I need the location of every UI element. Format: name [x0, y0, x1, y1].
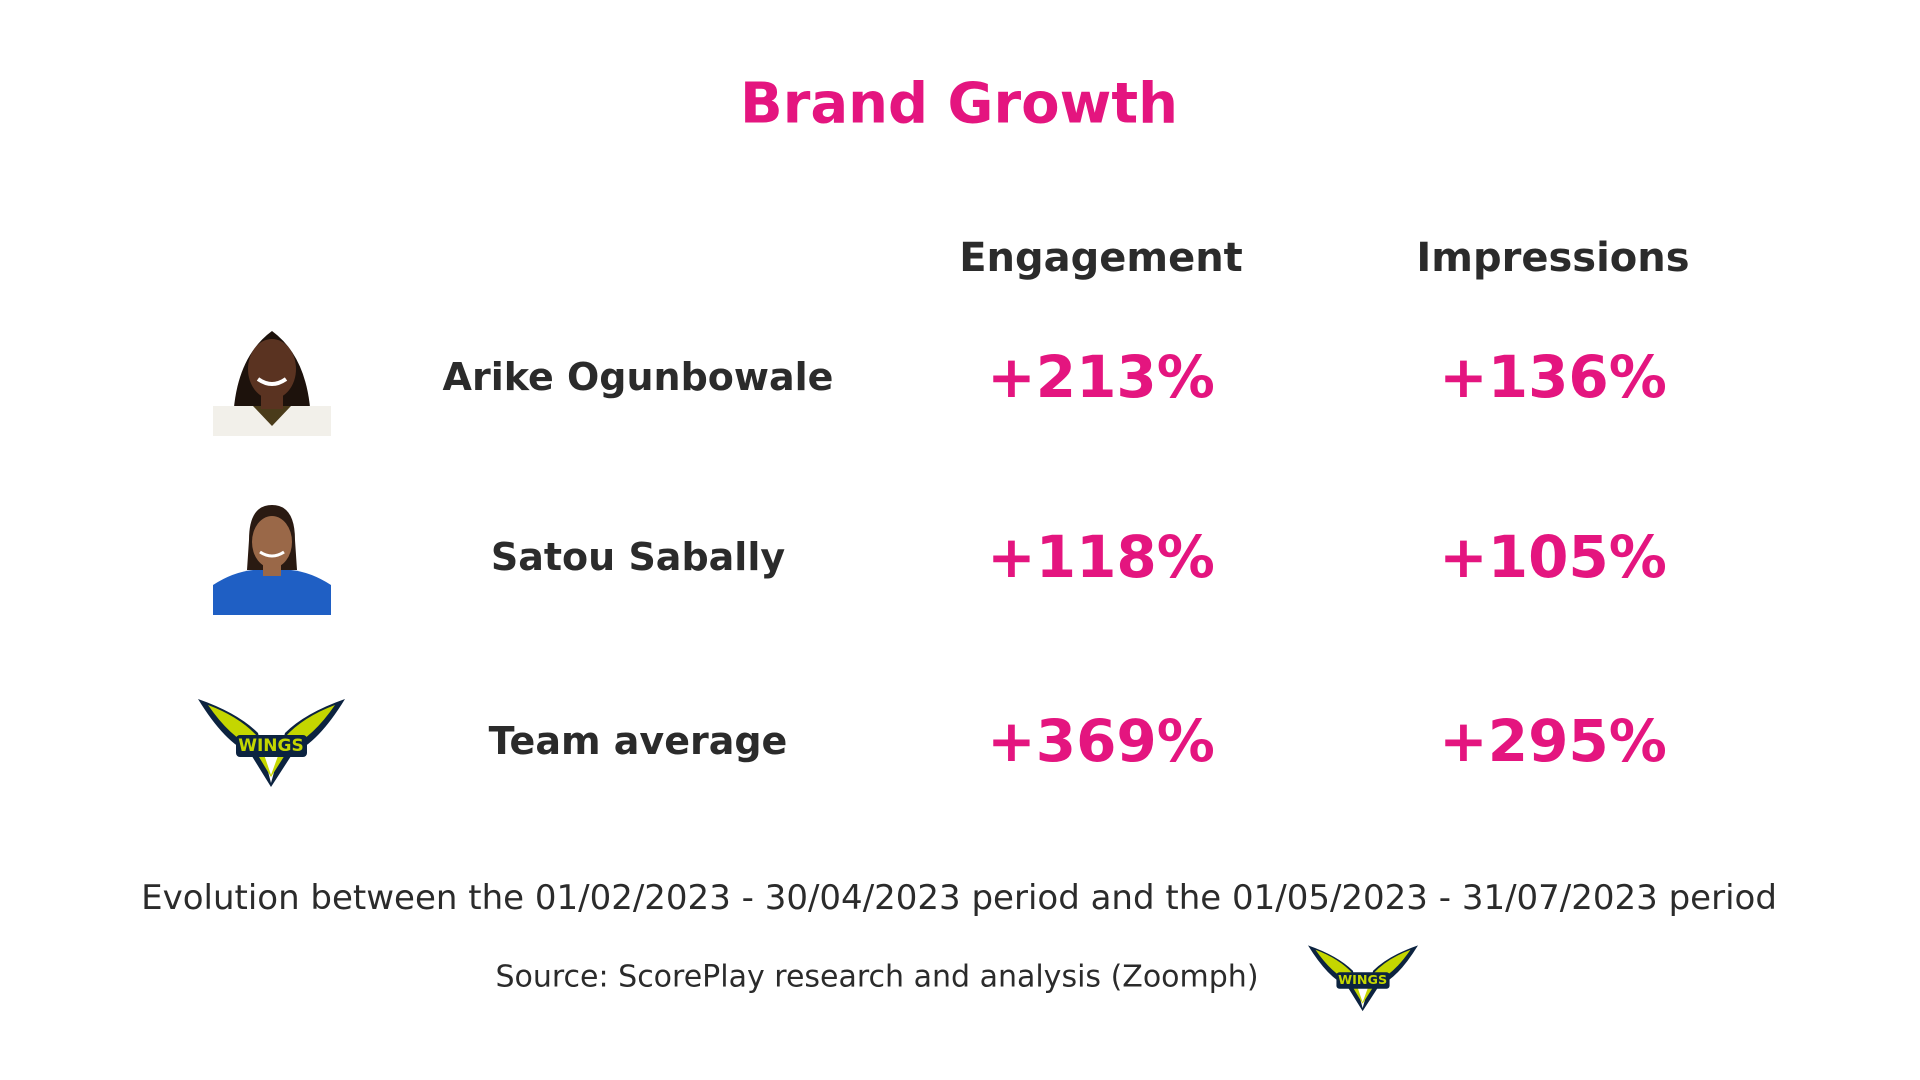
row-name: Team average [488, 719, 788, 763]
player-photo [213, 331, 331, 436]
svg-text:WINGS: WINGS [238, 736, 304, 756]
team-logo-small: WINGS [1308, 945, 1418, 1012]
impressions-value: +295% [1439, 707, 1667, 775]
impressions-value: +105% [1439, 523, 1667, 591]
svg-text:WINGS: WINGS [1338, 972, 1387, 987]
title: Brand Growth [740, 71, 1178, 137]
row-name: Satou Sabally [490, 535, 786, 579]
engagement-value: +369% [987, 707, 1215, 775]
row-name: Arike Ogunbowale [442, 355, 834, 399]
column-header: Engagement [959, 235, 1243, 281]
column-header: Impressions [1416, 235, 1690, 281]
player-photo [213, 505, 331, 615]
source-note: Source: ScorePlay research and analysis … [495, 959, 1259, 995]
engagement-value: +213% [987, 343, 1215, 411]
team-logo: WINGS [198, 699, 345, 787]
period-note: Evolution between the 01/02/2023 - 30/04… [141, 878, 1777, 918]
engagement-value: +118% [987, 523, 1215, 591]
impressions-value: +136% [1439, 343, 1667, 411]
